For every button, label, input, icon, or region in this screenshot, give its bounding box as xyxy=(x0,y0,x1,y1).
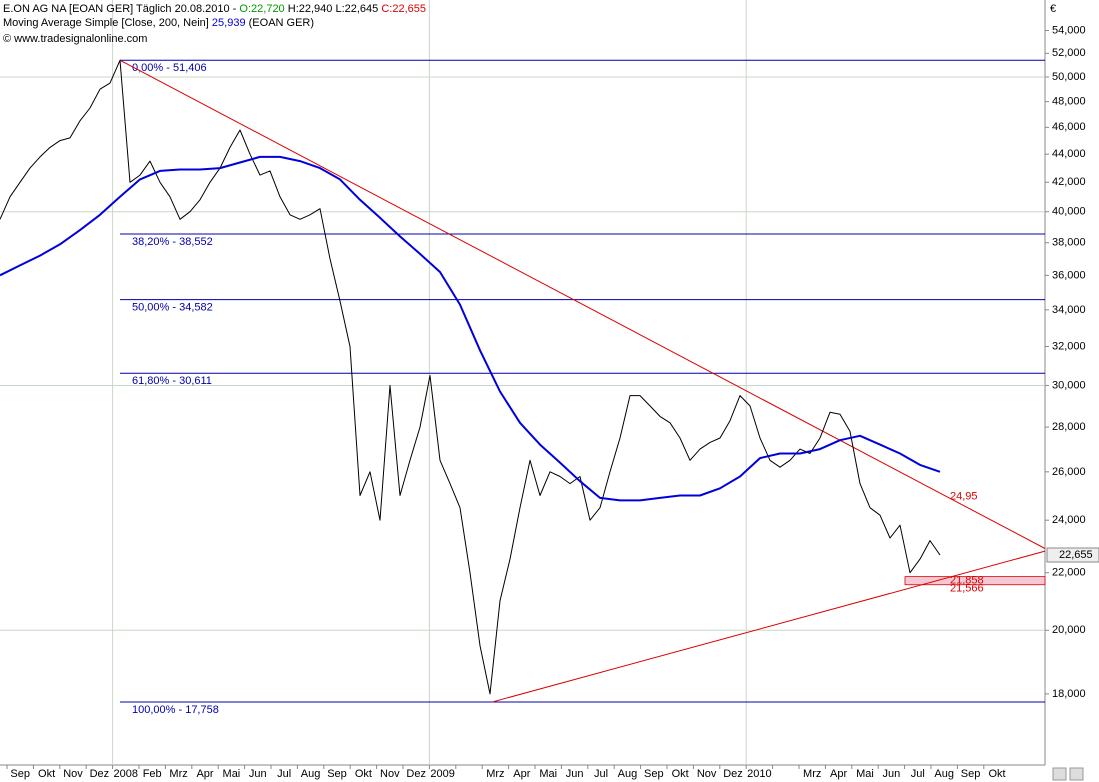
y-tick-label: 20,000 xyxy=(1052,624,1086,636)
x-tick-label: Jul xyxy=(277,768,291,780)
x-tick-label: Mai xyxy=(856,768,874,780)
support-zone xyxy=(904,576,1046,586)
header-line: E.ON AG NA [EOAN GER] Täglich 20.08.2010… xyxy=(3,3,426,15)
y-tick-label: 22,000 xyxy=(1052,567,1086,579)
support-label: 21,858 xyxy=(950,575,984,587)
x-tick-label: Mrz xyxy=(803,768,821,780)
x-tick-label: Sep xyxy=(961,768,981,780)
x-tick-label: 2009 xyxy=(430,768,454,780)
x-tick-label: Dez xyxy=(406,768,426,780)
open: O:22,720 xyxy=(239,3,284,15)
y-tick-label: 38,000 xyxy=(1052,237,1086,249)
y-tick-label: 50,000 xyxy=(1052,71,1086,83)
x-tick-label: Aug xyxy=(301,768,321,780)
zoom-button[interactable] xyxy=(1069,767,1084,781)
x-tick-label: Sep xyxy=(327,768,347,780)
y-tick-label: 46,000 xyxy=(1052,121,1086,133)
x-tick-label: Aug xyxy=(618,768,638,780)
x-tick-label: Feb xyxy=(143,768,162,780)
fib-label: 61,80% - 30,611 xyxy=(132,375,212,387)
currency: € xyxy=(1050,3,1056,15)
x-tick-label: Mrz xyxy=(486,768,504,780)
fib-label: 0,00% - 51,406 xyxy=(132,62,207,74)
x-tick-label: 2008 xyxy=(114,768,138,780)
x-tick-label: Okt xyxy=(988,768,1005,780)
close: C:22,655 xyxy=(381,3,426,15)
indicator-line: Moving Average Simple [Close, 200, Nein]… xyxy=(3,17,314,29)
x-tick-label: Dez xyxy=(90,768,110,780)
y-tick-label: 28,000 xyxy=(1052,421,1086,433)
x-tick-label: Okt xyxy=(38,768,55,780)
y-tick-label: 18,000 xyxy=(1052,688,1086,700)
y-tick-label: 52,000 xyxy=(1052,47,1086,59)
x-tick-label: Nov xyxy=(697,768,717,780)
fib-label: 38,20% - 38,552 xyxy=(132,236,213,248)
x-tick-label: Jul xyxy=(911,768,925,780)
y-tick-label: 54,000 xyxy=(1052,24,1086,36)
x-tick-label: Sep xyxy=(10,768,30,780)
x-tick-label: Apr xyxy=(513,768,530,780)
x-tick-label: Jun xyxy=(883,768,901,780)
y-tick-label: 40,000 xyxy=(1052,206,1086,218)
trendline xyxy=(491,550,1046,703)
y-tick-label: 48,000 xyxy=(1052,96,1086,108)
x-tick-label: Apr xyxy=(830,768,847,780)
x-tick-label: Sep xyxy=(644,768,664,780)
x-tick-label: 2010 xyxy=(747,768,771,780)
y-tick-label: 34,000 xyxy=(1052,304,1086,316)
y-tick-label: 44,000 xyxy=(1052,148,1086,160)
high: H:22,940 xyxy=(288,3,333,15)
y-tick-label: 26,000 xyxy=(1052,466,1086,478)
support-label: 21,566 xyxy=(950,583,984,595)
x-tick-label: Okt xyxy=(672,768,689,780)
x-tick-label: Jun xyxy=(566,768,584,780)
x-tick-label: Okt xyxy=(355,768,372,780)
zoom-button[interactable] xyxy=(1052,767,1067,781)
last-price-label: 22,655 xyxy=(1059,549,1093,561)
y-tick-label: 42,000 xyxy=(1052,176,1086,188)
x-tick-label: Mrz xyxy=(169,768,187,780)
instrument: E.ON AG NA [EOAN GER] Täglich 20.08.2010… xyxy=(3,3,237,15)
low: L:22,645 xyxy=(335,3,378,15)
y-tick-label: 30,000 xyxy=(1052,379,1086,391)
x-tick-label: Mai xyxy=(223,768,241,780)
x-tick-label: Jun xyxy=(249,768,267,780)
fib-label: 100,00% - 17,758 xyxy=(132,704,219,716)
x-tick-label: Apr xyxy=(196,768,213,780)
y-tick-label: 36,000 xyxy=(1052,269,1086,281)
x-tick-label: Nov xyxy=(380,768,400,780)
x-tick-label: Mai xyxy=(539,768,557,780)
x-tick-label: Jul xyxy=(594,768,608,780)
indicator: Moving Average Simple [Close, 200, Nein] xyxy=(3,17,209,29)
last-price-tag xyxy=(1046,547,1099,563)
annotation: 24,95 xyxy=(950,491,978,503)
y-tick-label: 32,000 xyxy=(1052,340,1086,352)
indicator-value: 25,939 xyxy=(212,17,246,29)
indicator-symbol: (EOAN GER) xyxy=(249,17,314,29)
source: © www.tradesignalonline.com xyxy=(3,33,147,45)
series-line xyxy=(0,59,941,695)
y-tick-label: 24,000 xyxy=(1052,514,1086,526)
x-tick-label: Dez xyxy=(723,768,743,780)
series-line xyxy=(0,155,941,502)
x-tick-label: Aug xyxy=(934,768,954,780)
trendline xyxy=(119,59,1046,549)
x-tick-label: Nov xyxy=(63,768,83,780)
fib-label: 50,00% - 34,582 xyxy=(132,302,213,314)
